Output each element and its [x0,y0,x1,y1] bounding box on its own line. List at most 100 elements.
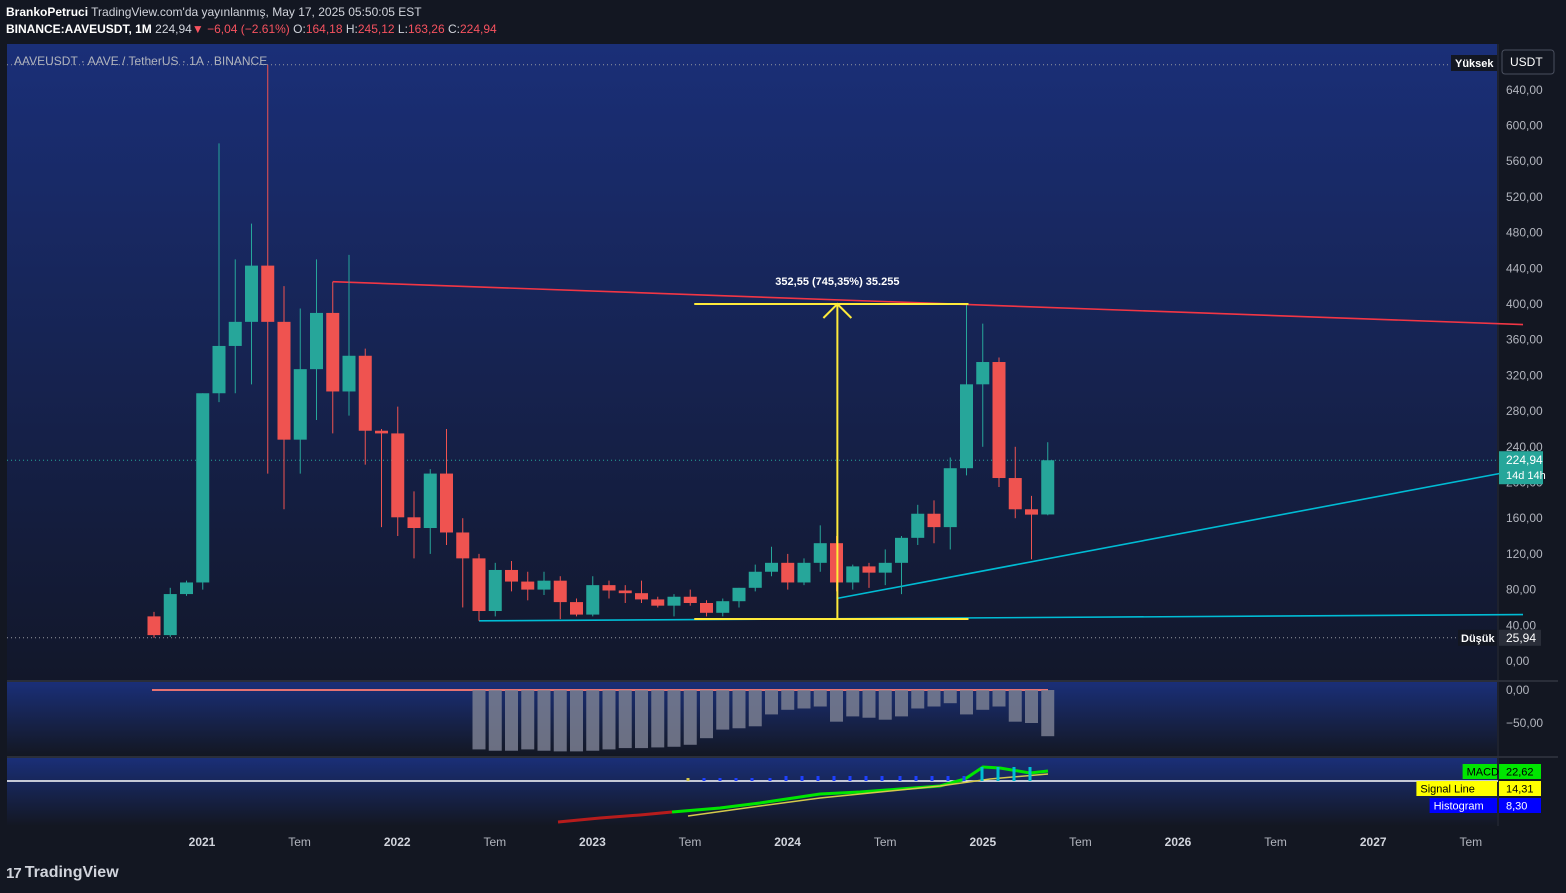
candle-body [602,585,616,591]
candle-body [797,562,811,583]
legend-value-bg [1499,781,1541,796]
time-tick-label: Tem [874,835,897,849]
candle [976,323,990,447]
price-tick-label: 120,00 [1506,547,1543,561]
candle [553,576,567,620]
candle-body [196,393,210,583]
candle [651,596,665,608]
hist-bar [602,690,616,750]
lower-tick-label: −50,00 [1506,716,1543,730]
macd-hist-bar [800,776,804,781]
time-tick-label: Tem [483,835,506,849]
change-down-icon: ▼ [191,22,204,36]
ohlc-bar: BINANCE:AAVEUSDT, 1M 224,94▼ −6,04 (−2.6… [6,22,497,37]
close-label: C: [447,22,460,36]
candle [472,553,486,621]
high-tag-bg [1451,55,1497,71]
hist-bar [1008,690,1022,722]
candle [537,571,551,595]
candle-body [716,601,730,613]
time-tick-label: 2026 [1165,835,1192,849]
hist-bar [667,690,681,747]
author-name[interactable]: BrankoPetruci [6,5,89,19]
macd-hist-bar [880,776,884,781]
candle-body [846,566,860,583]
candle-body [878,562,892,573]
hist-bar [862,690,876,718]
candle-body [992,362,1006,479]
candle [635,580,648,603]
published-text: TradingView.com'da yayınlanmış, May 17, … [91,5,422,19]
tv-logo-icon: 17 [6,864,22,882]
candle-body [537,580,551,590]
macd-hist-bar [848,776,852,781]
hist-bar [830,690,843,722]
price-tick-label: 160,00 [1506,511,1543,525]
candle-body [976,362,990,385]
candle [927,500,941,544]
last-price: 224,94 [155,22,192,36]
time-tick-label: 2024 [774,835,801,849]
price-tick-label: 480,00 [1506,226,1543,240]
macd-line-negative [557,810,673,824]
hist-bar [472,690,486,750]
candle-body [293,369,307,440]
candle [391,406,405,537]
macd-hist-bar [914,776,918,781]
candle [326,281,340,434]
candle-body [765,562,778,572]
candle [716,598,730,617]
pane-title: AAVEUSDT · AAVE / TetherUS · 1A · BINANC… [14,54,267,68]
price-tick-label: 360,00 [1506,333,1543,347]
candle [765,546,778,577]
candle-body [960,384,973,469]
candle [277,286,291,510]
time-tick-label: 2022 [384,835,411,849]
price-tag: 224,94 [1506,453,1543,467]
macd-hist-bar [930,776,934,781]
candle-body [813,543,827,563]
candle [700,600,713,617]
hist-bar [586,690,600,751]
candle [196,393,210,590]
price-tick-label: 600,00 [1506,119,1543,133]
tradingview-logo[interactable]: 17 TradingView [6,864,119,882]
candle [1041,442,1055,516]
candle [602,580,616,599]
macd-hist-bar [996,767,1000,781]
price-tick-label: 320,00 [1506,368,1543,382]
macd-hist-bar [946,776,950,781]
candle-body [862,566,876,573]
high-label: H: [345,22,358,36]
candle-body [553,580,567,603]
candle [618,585,632,603]
hist-bar [635,690,648,749]
candle [992,357,1006,487]
candle-body [472,558,486,612]
candle-body [505,569,518,582]
candle [456,518,470,608]
candle-body [781,562,795,583]
legend-name-bg [1462,764,1497,779]
candle [846,564,860,590]
candle-body [943,468,957,528]
candle-body [440,473,453,533]
signal-line [687,773,1049,817]
candle-body [700,602,713,613]
price-tag-bg [1499,451,1543,485]
candle [261,64,275,474]
candle [683,589,697,606]
macd-hist-bar [980,767,984,781]
candle [310,259,323,421]
candle-body [586,585,600,615]
hist-bar [960,690,973,715]
hist-bar [570,690,583,752]
price-tick-label: 80,00 [1506,583,1536,597]
time-tick-label: Tem [679,835,702,849]
macd-hist-bar [768,778,772,781]
candle [667,594,681,617]
time-tick-label: 2021 [189,835,216,849]
candle-body [570,602,583,615]
candle-body [423,473,437,529]
